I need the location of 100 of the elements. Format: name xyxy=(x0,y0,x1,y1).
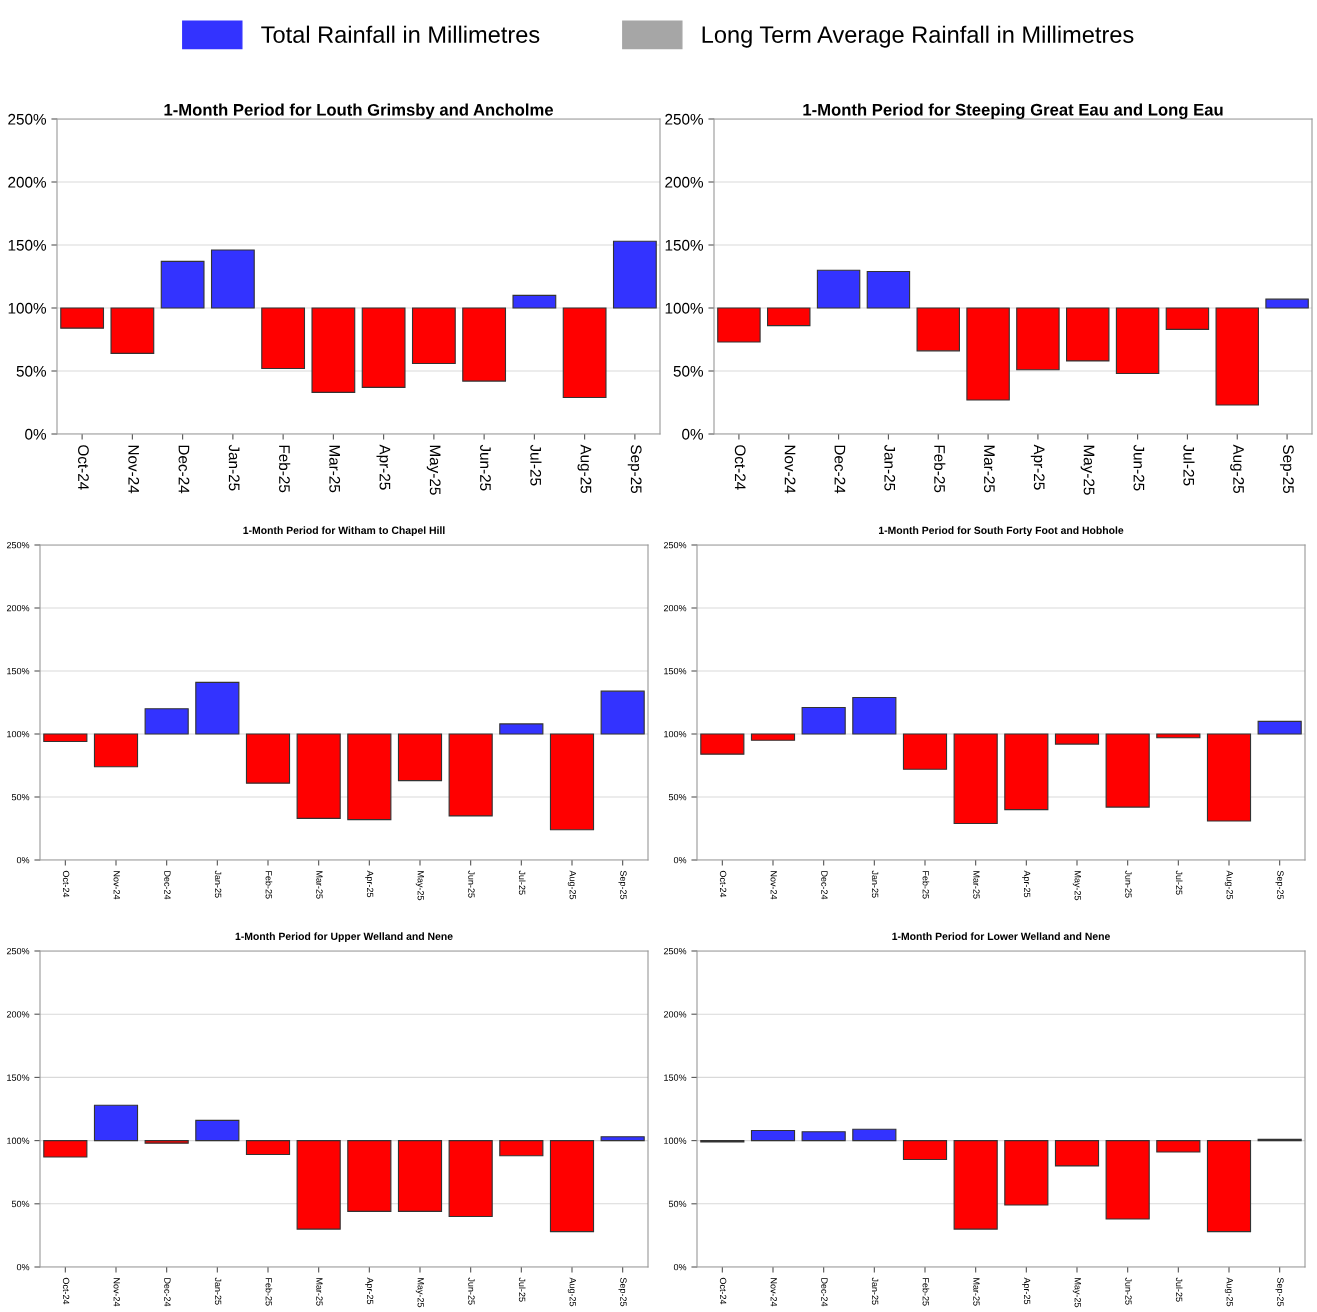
bar xyxy=(549,733,595,831)
bar xyxy=(144,1140,189,1144)
y-tick-label: 0% xyxy=(673,856,687,864)
x-tick-label: Jun-25 xyxy=(480,444,491,491)
bar xyxy=(866,270,911,309)
x-tick-label: Apr-25 xyxy=(1030,444,1045,490)
x-tick-label: Jul-25 xyxy=(518,1277,526,1302)
x-tick-label: Feb-25 xyxy=(934,445,946,493)
x-tick-label: Mar-25 xyxy=(316,1278,323,1306)
legend-label: Total Rainfall in Millimetres xyxy=(261,25,540,43)
x-tick-label: Feb-25 xyxy=(922,871,930,899)
y-tick-label: 150% xyxy=(665,239,704,251)
x-tick-label: Feb-25 xyxy=(922,1278,930,1306)
x-tick-label: Sep-25 xyxy=(1279,445,1294,494)
x-tick-label: Aug-25 xyxy=(1230,444,1244,494)
x-tick-label: Jan-25 xyxy=(884,444,896,491)
bar xyxy=(1215,307,1259,406)
bar xyxy=(347,1140,392,1212)
x-tick-label: May-25 xyxy=(426,445,441,495)
x-tick-label: Dec-24 xyxy=(821,1278,828,1307)
y-tick-label: 0% xyxy=(673,1263,687,1271)
bar xyxy=(750,733,796,741)
bar xyxy=(852,1128,897,1142)
x-tick-label: Oct-24 xyxy=(719,870,727,898)
bar xyxy=(801,1131,846,1142)
bar xyxy=(1066,307,1110,362)
y-tick-label: 0% xyxy=(16,856,30,864)
y-tick-label: 50% xyxy=(668,1200,687,1208)
x-tick-label: Mar-25 xyxy=(329,445,341,493)
y-tick-label: 250% xyxy=(663,947,687,955)
bar xyxy=(700,733,745,755)
x-tick-label: Nov-24 xyxy=(770,871,777,900)
bar xyxy=(953,1140,998,1230)
x-tick-label: Jun-25 xyxy=(1125,1277,1132,1305)
x-tick-label: Oct-24 xyxy=(78,445,89,490)
bar xyxy=(1115,307,1160,375)
bar xyxy=(245,1140,291,1156)
bar xyxy=(43,733,88,743)
x-tick-label: May-25 xyxy=(415,1278,424,1308)
y-tick-label: 150% xyxy=(664,667,687,675)
bar xyxy=(448,1140,493,1217)
x-tick-label: Jul-25 xyxy=(1175,870,1183,895)
chart-title: 1-Month Period for Lower Welland and Nene xyxy=(892,932,1110,940)
bar xyxy=(1265,298,1309,309)
bar xyxy=(512,294,557,309)
x-tick-label: Jun-25 xyxy=(1125,870,1132,898)
bar xyxy=(361,307,406,388)
bar xyxy=(261,307,306,370)
x-tick-label: Dec-24 xyxy=(821,871,828,900)
bar xyxy=(60,307,105,329)
x-tick-label: Apr-25 xyxy=(365,1277,374,1305)
x-tick-label: Jun-25 xyxy=(468,870,475,898)
x-tick-label: Apr-25 xyxy=(1022,870,1031,898)
bar xyxy=(296,733,341,819)
bar xyxy=(245,733,291,784)
bar xyxy=(1105,733,1150,808)
bar xyxy=(93,1104,139,1142)
x-tick-label: Feb-25 xyxy=(265,1278,273,1306)
bar xyxy=(816,269,861,309)
bar xyxy=(144,708,189,735)
x-tick-label: Oct-24 xyxy=(734,445,746,490)
bar xyxy=(953,733,998,825)
x-tick-label: Dec-24 xyxy=(164,1278,171,1307)
y-tick-label: 200% xyxy=(8,176,47,188)
x-tick-label: Sep-25 xyxy=(627,445,642,494)
x-tick-label: Nov-24 xyxy=(113,1278,120,1307)
x-tick-label: Sep-25 xyxy=(1275,870,1284,900)
x-tick-label: Mar-25 xyxy=(983,445,995,493)
bar xyxy=(397,733,443,782)
bar xyxy=(902,1140,948,1161)
y-tick-label: 50% xyxy=(673,365,704,377)
x-tick-label: Feb-25 xyxy=(265,871,273,899)
bar xyxy=(347,733,392,821)
x-tick-label: Sep-25 xyxy=(1275,1277,1284,1307)
x-tick-label: Apr-25 xyxy=(376,444,391,490)
bar xyxy=(600,1136,645,1142)
x-tick-label: May-25 xyxy=(1080,445,1095,495)
legend-label: Long Term Average Rainfall in Millimetres xyxy=(702,25,1134,48)
bar xyxy=(562,307,607,399)
bar xyxy=(801,706,846,735)
y-tick-label: 150% xyxy=(7,1074,30,1081)
bar xyxy=(195,681,240,735)
y-tick-label: 200% xyxy=(663,1011,687,1018)
x-tick-label: Jul-25 xyxy=(518,870,526,895)
y-tick-label: 100% xyxy=(664,730,687,738)
x-tick-label: Apr-25 xyxy=(1022,1277,1031,1305)
x-tick-label: Jul-25 xyxy=(1175,1277,1183,1302)
bar xyxy=(296,1140,341,1230)
x-tick-label: Sep-25 xyxy=(618,870,627,900)
bar xyxy=(1054,733,1100,745)
bar xyxy=(311,307,356,393)
bar xyxy=(1156,733,1201,739)
y-tick-label: 50% xyxy=(11,793,30,801)
y-tick-label: 200% xyxy=(6,1011,30,1018)
bar xyxy=(160,260,205,309)
bar xyxy=(750,1129,796,1142)
bar xyxy=(110,307,155,354)
y-tick-label: 50% xyxy=(11,1200,30,1208)
bar xyxy=(549,1140,595,1233)
x-tick-label: Jan-25 xyxy=(214,1277,222,1305)
